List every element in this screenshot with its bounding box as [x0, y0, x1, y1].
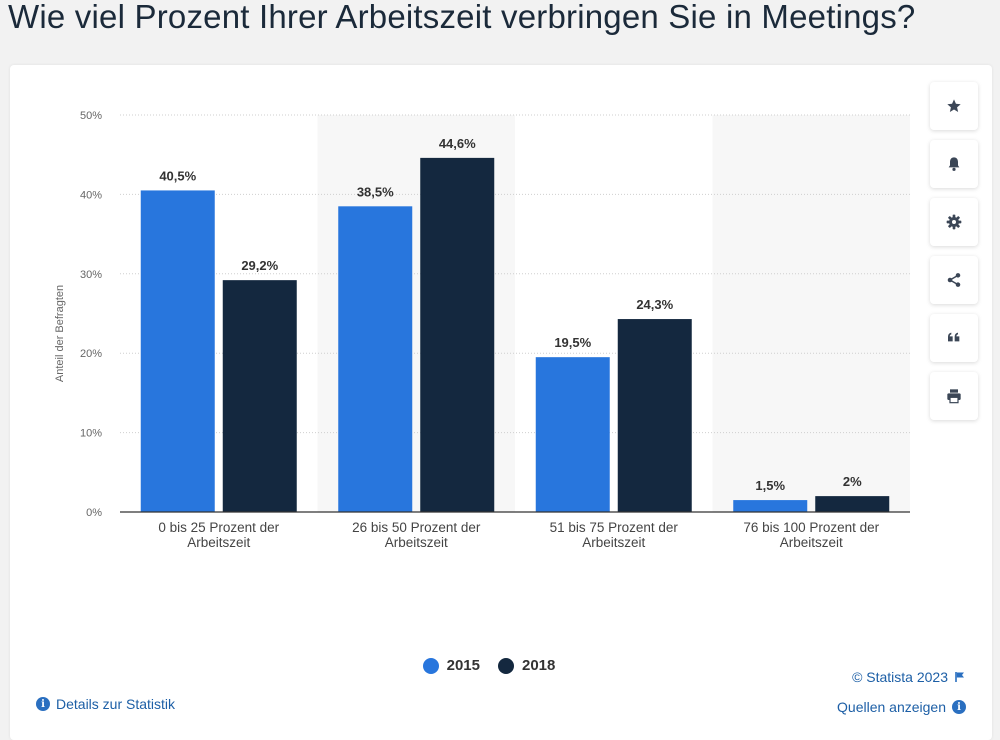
legend-label-2015: 2015	[446, 657, 480, 674]
chart-legend: 2015 2018	[10, 657, 968, 674]
notification-button[interactable]	[930, 140, 978, 188]
sources-link[interactable]: Quellen anzeigen i	[837, 699, 966, 715]
data-label-2015: 19,5%	[554, 335, 591, 350]
legend-item-2015[interactable]: 2015	[422, 657, 480, 674]
gear-icon	[946, 214, 962, 230]
x-tick-label: 76 bis 100 Prozent der	[743, 520, 879, 535]
bar-2015	[338, 206, 413, 512]
bar-2015	[733, 500, 808, 512]
share-icon	[947, 273, 961, 287]
page-title: Wie viel Prozent Ihrer Arbeitszeit verbr…	[8, 0, 916, 35]
settings-button[interactable]	[930, 198, 978, 246]
y-tick-label: 10%	[80, 428, 102, 440]
print-icon	[947, 389, 961, 404]
data-label-2018: 44,6%	[439, 136, 476, 151]
bar-2018	[815, 496, 890, 512]
category-band	[712, 115, 910, 512]
share-button[interactable]	[930, 256, 978, 304]
chart-card: 0% 10% 20% 30% 40% 50% Anteil der Befragten 40,…	[10, 65, 992, 740]
cite-button[interactable]	[930, 314, 978, 362]
data-label-2015: 40,5%	[159, 168, 196, 183]
legend-marker-2018	[498, 657, 514, 674]
sources-link-label: Quellen anzeigen	[837, 699, 946, 715]
info-icon: i	[952, 700, 966, 714]
x-tick-label: 26 bis 50 Prozent der	[352, 520, 481, 535]
quote-icon	[948, 332, 960, 342]
copyright-label: © Statista 2023	[852, 669, 948, 685]
legend-label-2018: 2018	[522, 657, 556, 674]
y-tick-label: 50%	[80, 110, 102, 122]
data-label-2018: 29,2%	[241, 258, 278, 273]
info-icon: i	[36, 697, 50, 711]
y-tick-label: 20%	[80, 348, 102, 360]
copyright-link[interactable]: © Statista 2023	[852, 669, 966, 685]
bar-2015	[535, 357, 610, 512]
data-label-2015: 38,5%	[357, 184, 394, 199]
x-tick-label: Arbeitszeit	[187, 535, 250, 550]
y-tick-label: 0%	[86, 507, 102, 519]
data-label-2018: 2%	[843, 474, 862, 489]
x-tick-label: Arbeitszeit	[385, 535, 448, 550]
favorite-button[interactable]	[930, 82, 978, 130]
y-tick-label: 30%	[80, 269, 102, 281]
data-label-2015: 1,5%	[755, 478, 785, 493]
x-tick-label: 0 bis 25 Prozent der	[158, 520, 279, 535]
legend-marker-2015	[422, 657, 439, 674]
x-tick-label: Arbeitszeit	[780, 535, 843, 550]
flag-icon	[955, 672, 964, 682]
x-tick-label: Arbeitszeit	[582, 535, 645, 550]
y-tick-label: 40%	[80, 189, 102, 201]
bar-2015	[140, 190, 215, 512]
chart-toolbar	[930, 82, 978, 430]
x-tick-label: 51 bis 75 Prozent der	[550, 520, 679, 535]
bar-2018	[222, 280, 297, 512]
legend-item-2018[interactable]: 2018	[498, 657, 555, 674]
y-axis-title: Anteil der Befragten	[54, 285, 66, 382]
data-label-2018: 24,3%	[636, 297, 673, 312]
bar-2018	[617, 319, 692, 512]
bell-icon	[948, 157, 960, 171]
bar-chart: 0% 10% 20% 30% 40% 50% Anteil der Befragten 40,…	[54, 110, 910, 550]
details-link[interactable]: i Details zur Statistik	[36, 696, 175, 712]
bar-2018	[420, 157, 495, 512]
star-icon	[947, 99, 961, 112]
print-button[interactable]	[930, 372, 978, 420]
details-link-label: Details zur Statistik	[56, 696, 176, 712]
